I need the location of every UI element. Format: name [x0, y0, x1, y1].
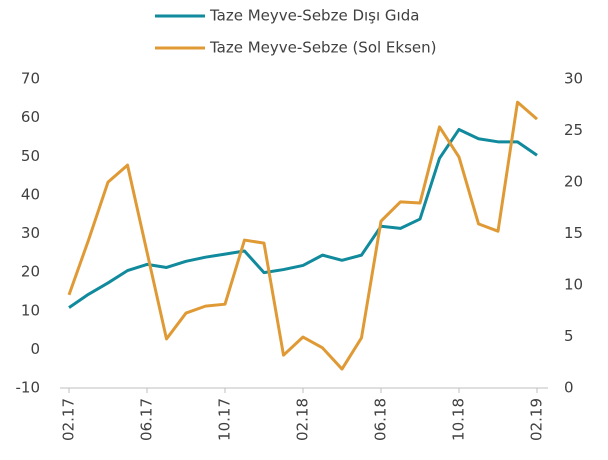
- series-line: [67, 100, 538, 371]
- y-tick-label: 50: [21, 147, 40, 165]
- series-line: [68, 127, 538, 309]
- x-tick-label: 10.17: [216, 398, 234, 441]
- y2-tick-label: 0: [564, 379, 574, 397]
- y2-tick-label: 5: [564, 327, 574, 345]
- y-tick-label: 60: [21, 108, 40, 126]
- y2-tick-label: 25: [564, 121, 583, 139]
- y-tick-label: 0: [30, 340, 40, 358]
- x-tick-label: 02.17: [60, 398, 78, 441]
- y-tick-label: 70: [21, 70, 40, 88]
- y-tick-label: 40: [21, 185, 40, 203]
- x-tick-label: 06.18: [372, 398, 390, 441]
- x-tick-label: 10.18: [450, 398, 468, 441]
- x-tick-label: 02.18: [294, 398, 312, 441]
- legend-label: Taze Meyve-Sebze (Sol Eksen): [209, 39, 437, 57]
- y2-tick-label: 30: [564, 70, 583, 88]
- x-tick-label: 02.19: [528, 398, 546, 441]
- y2-tick-label: 20: [564, 173, 583, 191]
- y-tick-label: -10: [16, 379, 41, 397]
- y-tick-label: 10: [21, 301, 40, 319]
- y2-tick-label: 10: [564, 276, 583, 294]
- x-tick-label: 06.17: [138, 398, 156, 441]
- y-tick-label: 30: [21, 224, 40, 242]
- legend-label: Taze Meyve-Sebze Dışı Gıda: [209, 7, 419, 25]
- y2-tick-label: 15: [564, 224, 583, 242]
- y-tick-label: 20: [21, 263, 40, 281]
